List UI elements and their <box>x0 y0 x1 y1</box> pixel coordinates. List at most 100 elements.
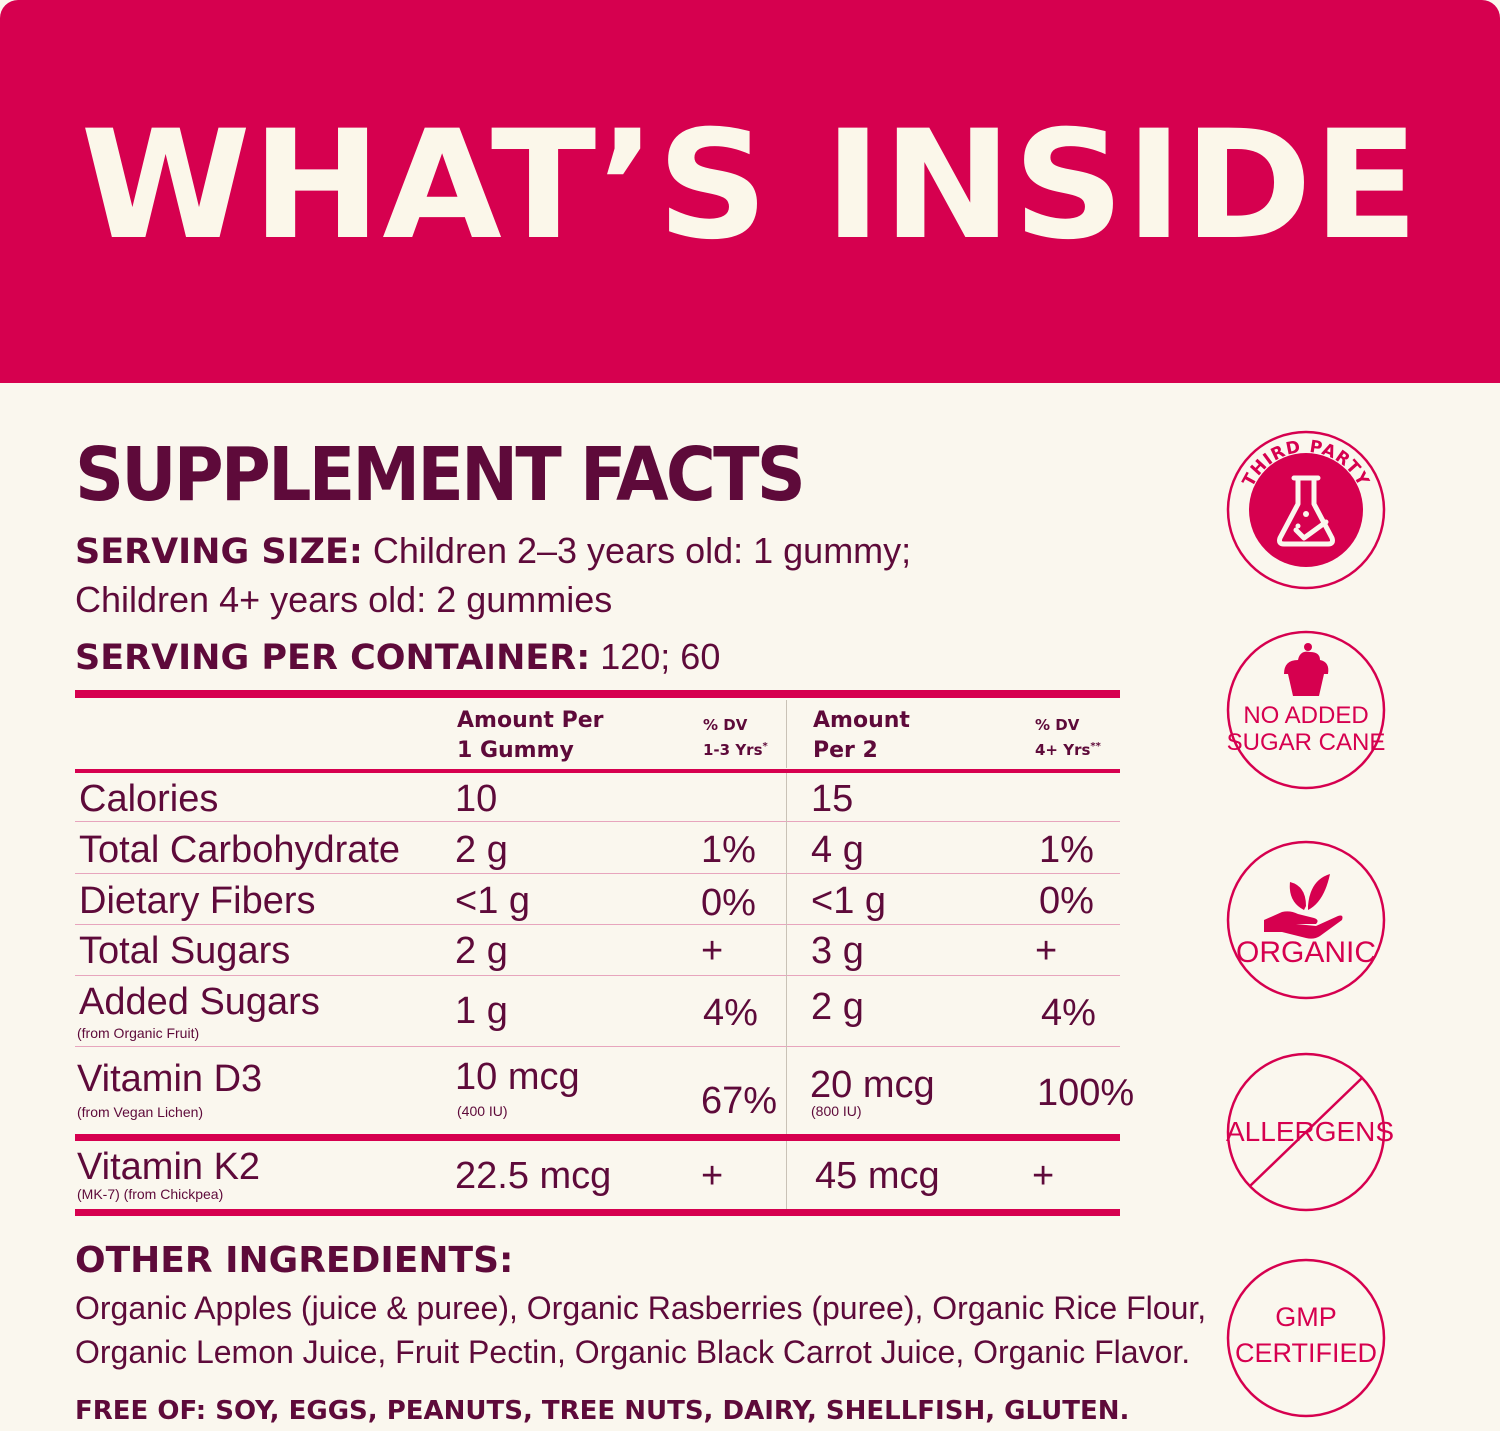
third-party-seal: THIRD PARTY TESTED <box>1226 430 1386 590</box>
free-of-statement: FREE OF: SOY, EGGS, PEANUTS, TREE NUTS, … <box>75 1396 1130 1426</box>
header-dv-1-mark: * <box>762 741 768 752</box>
row-dv1-dietary-fibers: 0% <box>701 882 756 924</box>
row-amt2-total-carbohydrate: 4 g <box>811 829 864 871</box>
header-dv-2-line1: % DV <box>1035 716 1080 734</box>
gmp-seal <box>1226 1258 1386 1418</box>
serving-size-line: SERVING SIZE: Children 2–3 years old: 1 … <box>75 530 911 572</box>
row-amt1-total-carbohydrate: 2 g <box>455 829 508 871</box>
row-amt1-total-sugars: 2 g <box>455 930 508 972</box>
header-amount-2-line2: Per 2 <box>813 738 878 763</box>
serving-size-value-1: Children 2–3 years old: 1 gummy; <box>362 530 912 571</box>
row-dv2-dietary-fibers: 0% <box>1039 880 1094 922</box>
row-name-added-sugars: Added Sugars <box>79 981 320 1023</box>
row-divider <box>75 821 1120 822</box>
row-note-added-sugars: (from Organic Fruit) <box>77 1025 200 1041</box>
row-dv2-total-carbohydrate: 1% <box>1039 829 1094 871</box>
row-dv2-vitamin-d3: 100% <box>1037 1072 1135 1114</box>
row-dv1-vitamin-d3: 67% <box>701 1080 778 1122</box>
other-ingredients-line-2: Organic Lemon Juice, Fruit Pectin, Organ… <box>75 1334 1191 1370</box>
row-note-vitamin-d3: (from Vegan Lichen) <box>77 1104 204 1120</box>
row-dv1-total-sugars: + <box>701 930 724 972</box>
row-dv2-vitamin-k2: + <box>1032 1155 1055 1197</box>
other-ingredients-line-1: Organic Apples (juice & puree), Organic … <box>75 1290 1207 1326</box>
header-dv-2-line2: 4+ Yrs** <box>1035 736 1101 761</box>
row-amt2-vitamin-d3: 20 mcg <box>810 1064 935 1106</box>
supplement-facts-table: Amount Per 1 Gummy % DV 1-3 Yrs* Amount … <box>75 690 1134 1220</box>
row-amt1-added-sugars: 1 g <box>455 990 508 1032</box>
row-note-vitamin-k2: (MK-7) (from Chickpea) <box>77 1186 224 1202</box>
serving-size-line-2: Children 4+ years old: 2 gummies <box>75 579 613 620</box>
row-name-vitamin-k2: Vitamin K2 <box>77 1146 261 1188</box>
row-amt1-dietary-fibers: <1 g <box>455 880 531 922</box>
header-dv-2-age: 4+ Yrs <box>1035 741 1091 759</box>
row-amt2-vitamin-k2: 45 mcg <box>815 1155 940 1197</box>
no-sugar-line-1: NO ADDED <box>1243 702 1369 729</box>
header-amount-1-line1: Amount Per <box>457 708 604 733</box>
row-amt2-calories: 15 <box>811 778 854 820</box>
column-divider <box>786 1141 787 1209</box>
column-divider <box>786 773 787 1134</box>
table-bottom-rule <box>75 1209 1120 1216</box>
row-divider <box>75 873 1120 874</box>
row-divider <box>75 924 1120 925</box>
row-divider <box>75 1046 1120 1047</box>
row-dv2-total-sugars: + <box>1035 930 1058 972</box>
row-name-total-carbohydrate: Total Carbohydrate <box>79 829 401 871</box>
no-sugar-seal <box>1226 630 1386 790</box>
row-amt1-vitamin-k2: 22.5 mcg <box>455 1155 612 1197</box>
allergens-label: ALLERGENS <box>1226 1116 1395 1147</box>
no-sugar-line-2: SUGAR CANE <box>1226 729 1386 756</box>
serving-size-label: SERVING SIZE: <box>75 532 363 572</box>
row-amt1-calories: 10 <box>455 778 498 820</box>
supplement-facts-title: SUPPLEMENT FACTS <box>75 432 806 518</box>
organic-badge: ORGANIC <box>1226 840 1386 1000</box>
servings-label: SERVING PER CONTAINER: <box>75 638 591 678</box>
row-amt2-added-sugars: 2 g <box>811 986 864 1028</box>
organic-label: ORGANIC <box>1235 936 1376 969</box>
row-dv2-added-sugars: 4% <box>1041 992 1096 1034</box>
header-amount-1-line2: 1 Gummy <box>457 738 574 763</box>
column-divider <box>786 700 787 768</box>
cupcake-icon <box>1284 643 1329 696</box>
row-name-dietary-fibers: Dietary Fibers <box>79 880 316 922</box>
header-dv-1-age: 1-3 Yrs <box>703 741 763 759</box>
header-dv-1: % DV 1-3 Yrs* <box>703 714 768 761</box>
table-top-rule <box>75 690 1120 698</box>
page-title: WHAT’S INSIDE <box>80 98 1420 273</box>
header-bottom-rule <box>75 769 1120 773</box>
gmp-line-1: GMP <box>1275 1302 1337 1332</box>
header-banner: WHAT’S INSIDE <box>0 0 1500 383</box>
header-dv-2: % DV 4+ Yrs** <box>1035 714 1101 761</box>
header-dv-1-line1: % DV <box>703 716 748 734</box>
row-amt2-dietary-fibers: <1 g <box>811 880 887 922</box>
header-dv-2-mark: ** <box>1090 741 1101 752</box>
strike-icon <box>1249 1077 1363 1187</box>
organic-seal <box>1226 840 1386 1000</box>
row-dv1-vitamin-k2: + <box>701 1155 724 1197</box>
allergens-badge: ALLERGENS <box>1226 1052 1395 1212</box>
vitamin-k-rule <box>75 1134 1120 1141</box>
row-amt2-total-sugars: 3 g <box>811 930 864 972</box>
allergens-seal <box>1226 1052 1386 1212</box>
row-amt1-note-vitamin-d3: (400 IU) <box>457 1103 508 1119</box>
header-amount-1: Amount Per 1 Gummy <box>457 706 603 766</box>
gmp-line-2: CERTIFIED <box>1234 1338 1377 1368</box>
row-amt1-vitamin-d3: 10 mcg <box>455 1056 580 1098</box>
leaf-hand-icon <box>1264 874 1343 939</box>
flask-check-icon <box>1277 475 1335 547</box>
header-amount-2-line1: Amount <box>813 708 910 733</box>
header-amount-2: Amount Per 2 <box>813 706 910 766</box>
no-added-sugar-cane-badge: NO ADDED SUGAR CANE <box>1226 630 1386 790</box>
row-dv1-total-carbohydrate: 1% <box>701 829 756 871</box>
row-name-vitamin-d3: Vitamin D3 <box>77 1058 263 1100</box>
header-dv-1-line2: 1-3 Yrs* <box>703 736 768 761</box>
servings-per-container-line: SERVING PER CONTAINER: 120; 60 <box>75 636 720 678</box>
third-party-tested-badge: THIRD PARTY TESTED <box>1226 430 1386 590</box>
row-divider <box>75 975 1120 976</box>
row-name-calories: Calories <box>79 778 219 820</box>
gmp-certified-badge: GMP CERTIFIED <box>1226 1258 1386 1418</box>
row-name-total-sugars: Total Sugars <box>79 930 291 972</box>
row-dv1-added-sugars: 4% <box>703 992 758 1034</box>
row-amt2-note-vitamin-d3: (800 IU) <box>811 1103 862 1119</box>
other-ingredients-title: OTHER INGREDIENTS: <box>75 1240 514 1281</box>
